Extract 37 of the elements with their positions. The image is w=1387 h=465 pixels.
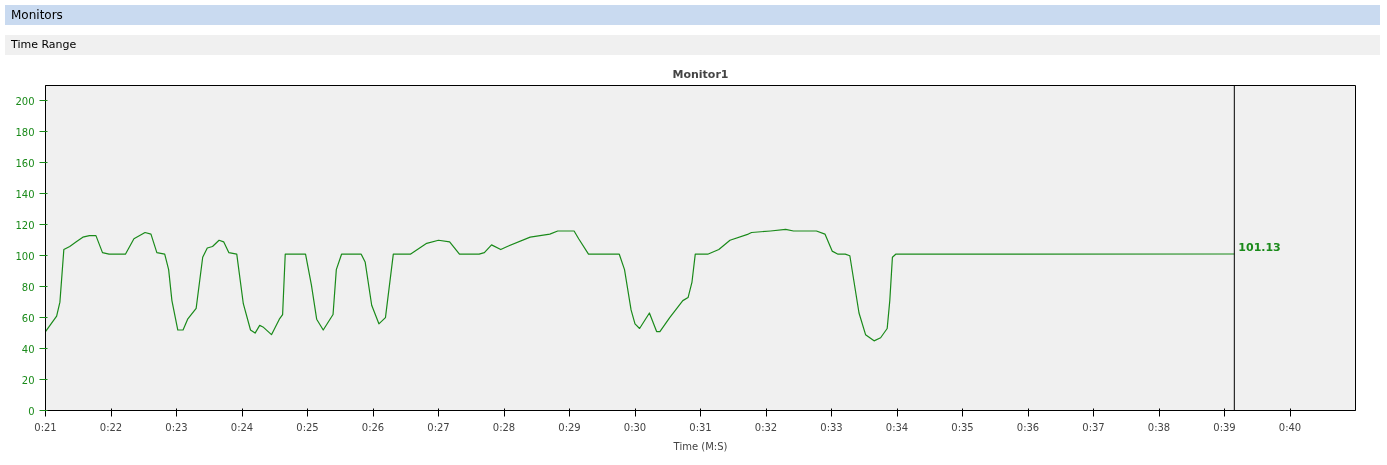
- y-tick-label: 40: [21, 343, 35, 355]
- x-tick-label: 0:35: [951, 421, 974, 433]
- y-tick-label: 60: [21, 312, 35, 324]
- y-tick-label: 200: [15, 95, 35, 107]
- x-tick-label: 0:27: [427, 421, 450, 433]
- x-axis-title: Time (M:S): [672, 440, 728, 452]
- x-tick-label: 0:26: [361, 421, 385, 433]
- text: Monitors: [11, 7, 63, 24]
- y-tick-label: 160: [15, 157, 35, 169]
- x-tick-label: 0:22: [99, 421, 123, 433]
- x-tick-label: 0:28: [492, 421, 516, 433]
- x-tick-label: 0:23: [165, 421, 188, 433]
- line-series: [45, 228, 1235, 342]
- x-tick-label: 0:39: [1213, 421, 1236, 433]
- x-tick-label: 0:33: [820, 421, 843, 433]
- x-tick-label: 0:38: [1147, 421, 1171, 433]
- x-tick-label: 0:37: [1082, 421, 1105, 433]
- y-tick-label: 20: [21, 374, 35, 386]
- y-tick-label: 100: [15, 250, 35, 262]
- x-tick-label: 0:21: [34, 421, 57, 433]
- text: Time Range: [11, 37, 77, 53]
- chart-title: Monitor1: [672, 67, 729, 81]
- x-tick-label: 0:34: [885, 421, 909, 433]
- y-tick-label: 180: [15, 126, 35, 138]
- annotation: 101.13: [1238, 240, 1281, 254]
- y-tick-label: 140: [15, 188, 35, 200]
- y-tick-label: 0: [28, 405, 35, 417]
- x-tick-label: 0:25: [296, 421, 319, 433]
- x-tick-label: 0:30: [623, 421, 647, 433]
- x-tick-label: 0:29: [558, 421, 581, 433]
- x-tick-label: 0:24: [230, 421, 254, 433]
- y-tick-label: 80: [21, 281, 35, 293]
- x-tick-label: 0:32: [754, 421, 778, 433]
- x-tick-label: 0:40: [1278, 421, 1302, 433]
- x-tick-label: 0:36: [1016, 421, 1040, 433]
- y-tick-label: 120: [15, 219, 35, 231]
- x-tick-label: 0:31: [689, 421, 712, 433]
